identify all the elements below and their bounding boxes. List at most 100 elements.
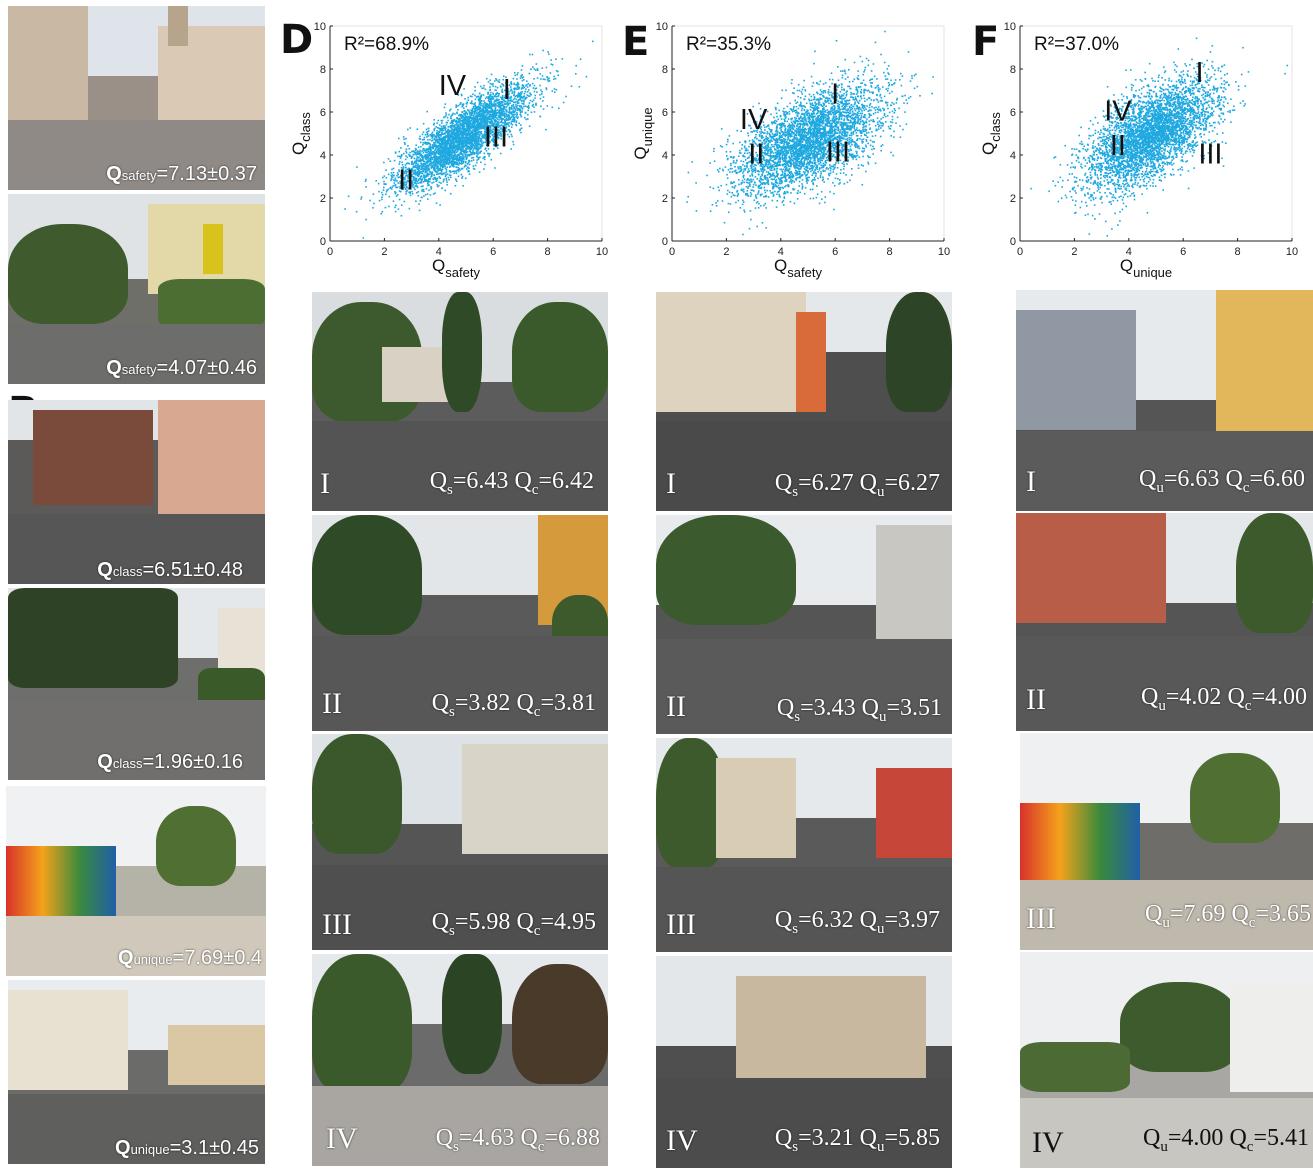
scatter-point bbox=[471, 112, 474, 114]
scatter-point bbox=[808, 120, 810, 123]
scatter-point bbox=[501, 97, 503, 99]
scatter-point bbox=[416, 180, 419, 183]
scatter-point bbox=[480, 118, 482, 120]
scatter-point bbox=[446, 181, 448, 183]
scatter-point bbox=[527, 118, 529, 120]
scatter-point bbox=[518, 122, 520, 125]
scatter-point bbox=[840, 136, 843, 138]
scatter-point bbox=[446, 148, 448, 150]
scatter-point bbox=[481, 120, 484, 123]
scatter-point bbox=[484, 105, 487, 108]
scatter-point bbox=[429, 143, 432, 146]
scatter-point bbox=[383, 183, 385, 185]
scatter-point bbox=[445, 177, 447, 180]
scatter-point bbox=[420, 160, 422, 162]
scatter-point bbox=[502, 114, 505, 116]
scatter-point bbox=[439, 177, 442, 179]
scatter-point bbox=[844, 132, 847, 135]
scatter-point bbox=[839, 159, 842, 162]
scatter-point bbox=[485, 133, 488, 136]
scatter-point bbox=[477, 158, 480, 161]
scatter-point bbox=[834, 136, 836, 139]
scatter-point bbox=[550, 63, 553, 65]
scatter-point bbox=[848, 99, 851, 101]
scatter-point bbox=[513, 91, 515, 94]
scatter-point bbox=[846, 181, 849, 184]
scatter-point bbox=[477, 105, 480, 107]
scatter-point bbox=[481, 105, 484, 107]
scatter-point bbox=[389, 187, 391, 189]
scatter-point bbox=[458, 126, 460, 128]
scatter-point bbox=[467, 147, 470, 149]
scatter-point bbox=[759, 194, 762, 197]
scatter-point bbox=[427, 157, 429, 160]
scatter-point bbox=[457, 134, 460, 137]
scatter-point bbox=[432, 135, 434, 138]
scatter-point bbox=[409, 127, 411, 129]
scatter-point bbox=[463, 125, 466, 127]
scatter-point bbox=[736, 129, 738, 132]
scatter-point bbox=[406, 189, 408, 192]
scatter-point bbox=[483, 125, 486, 128]
scatter-point bbox=[496, 135, 499, 137]
scatter-point bbox=[488, 110, 491, 113]
scatter-point bbox=[788, 123, 790, 125]
scatter-point bbox=[457, 109, 459, 111]
scatter-point bbox=[813, 111, 815, 113]
scatter-point bbox=[438, 168, 440, 171]
scatter-point bbox=[493, 101, 495, 103]
scatter-point bbox=[776, 193, 778, 195]
scatter-point bbox=[838, 118, 840, 121]
scatter-point bbox=[479, 110, 482, 112]
scatter-point bbox=[377, 182, 380, 185]
scatter-point bbox=[416, 170, 419, 173]
photo-a-top: Qsafety=7.13±0.37 bbox=[8, 6, 265, 190]
scatter-point bbox=[482, 124, 484, 127]
scatter-point bbox=[425, 170, 427, 172]
scatter-point bbox=[507, 129, 510, 131]
scatter-point bbox=[442, 143, 445, 146]
scatter-point bbox=[483, 133, 486, 135]
scatter-point bbox=[424, 162, 427, 165]
scatter-point bbox=[871, 91, 873, 93]
scatter-point bbox=[747, 185, 750, 188]
scatter-point bbox=[476, 159, 478, 161]
scatter-point bbox=[482, 127, 485, 129]
scatter-point bbox=[880, 118, 882, 120]
scatter-point bbox=[445, 153, 448, 155]
scatter-point bbox=[476, 142, 478, 145]
scatter-point bbox=[466, 123, 468, 126]
scatter-point bbox=[423, 165, 426, 167]
scatter-point bbox=[497, 137, 500, 140]
scatter-point bbox=[466, 136, 468, 139]
scatter-point bbox=[452, 144, 455, 147]
scatter-point bbox=[504, 130, 506, 132]
scatter-point bbox=[417, 182, 419, 184]
scatter-point bbox=[427, 156, 430, 159]
scatter-point bbox=[430, 154, 432, 157]
scatter-point bbox=[479, 85, 482, 88]
scatter-point bbox=[444, 128, 447, 131]
scatter-point bbox=[440, 154, 442, 157]
scatter-point bbox=[417, 163, 419, 165]
scatter-point bbox=[531, 82, 534, 85]
scatter-point bbox=[407, 170, 409, 173]
scatter-point bbox=[418, 153, 421, 155]
scatter-point bbox=[460, 173, 463, 176]
scatter-point bbox=[505, 82, 507, 84]
scatter-point bbox=[494, 106, 497, 109]
scatter-point bbox=[480, 112, 483, 115]
scatter-point bbox=[405, 171, 407, 173]
scatter-point bbox=[495, 79, 498, 81]
scatter-point bbox=[455, 180, 458, 182]
scatter-point bbox=[506, 101, 509, 104]
scatter-point bbox=[435, 170, 437, 173]
scatter-point bbox=[484, 111, 487, 114]
scatter-point bbox=[481, 115, 484, 118]
scatter-point bbox=[355, 210, 358, 213]
scatter-point bbox=[474, 128, 476, 130]
scatter-point bbox=[431, 147, 434, 150]
scatter-point bbox=[776, 182, 778, 184]
scatter-point bbox=[506, 96, 509, 98]
scatter-point bbox=[434, 168, 436, 170]
